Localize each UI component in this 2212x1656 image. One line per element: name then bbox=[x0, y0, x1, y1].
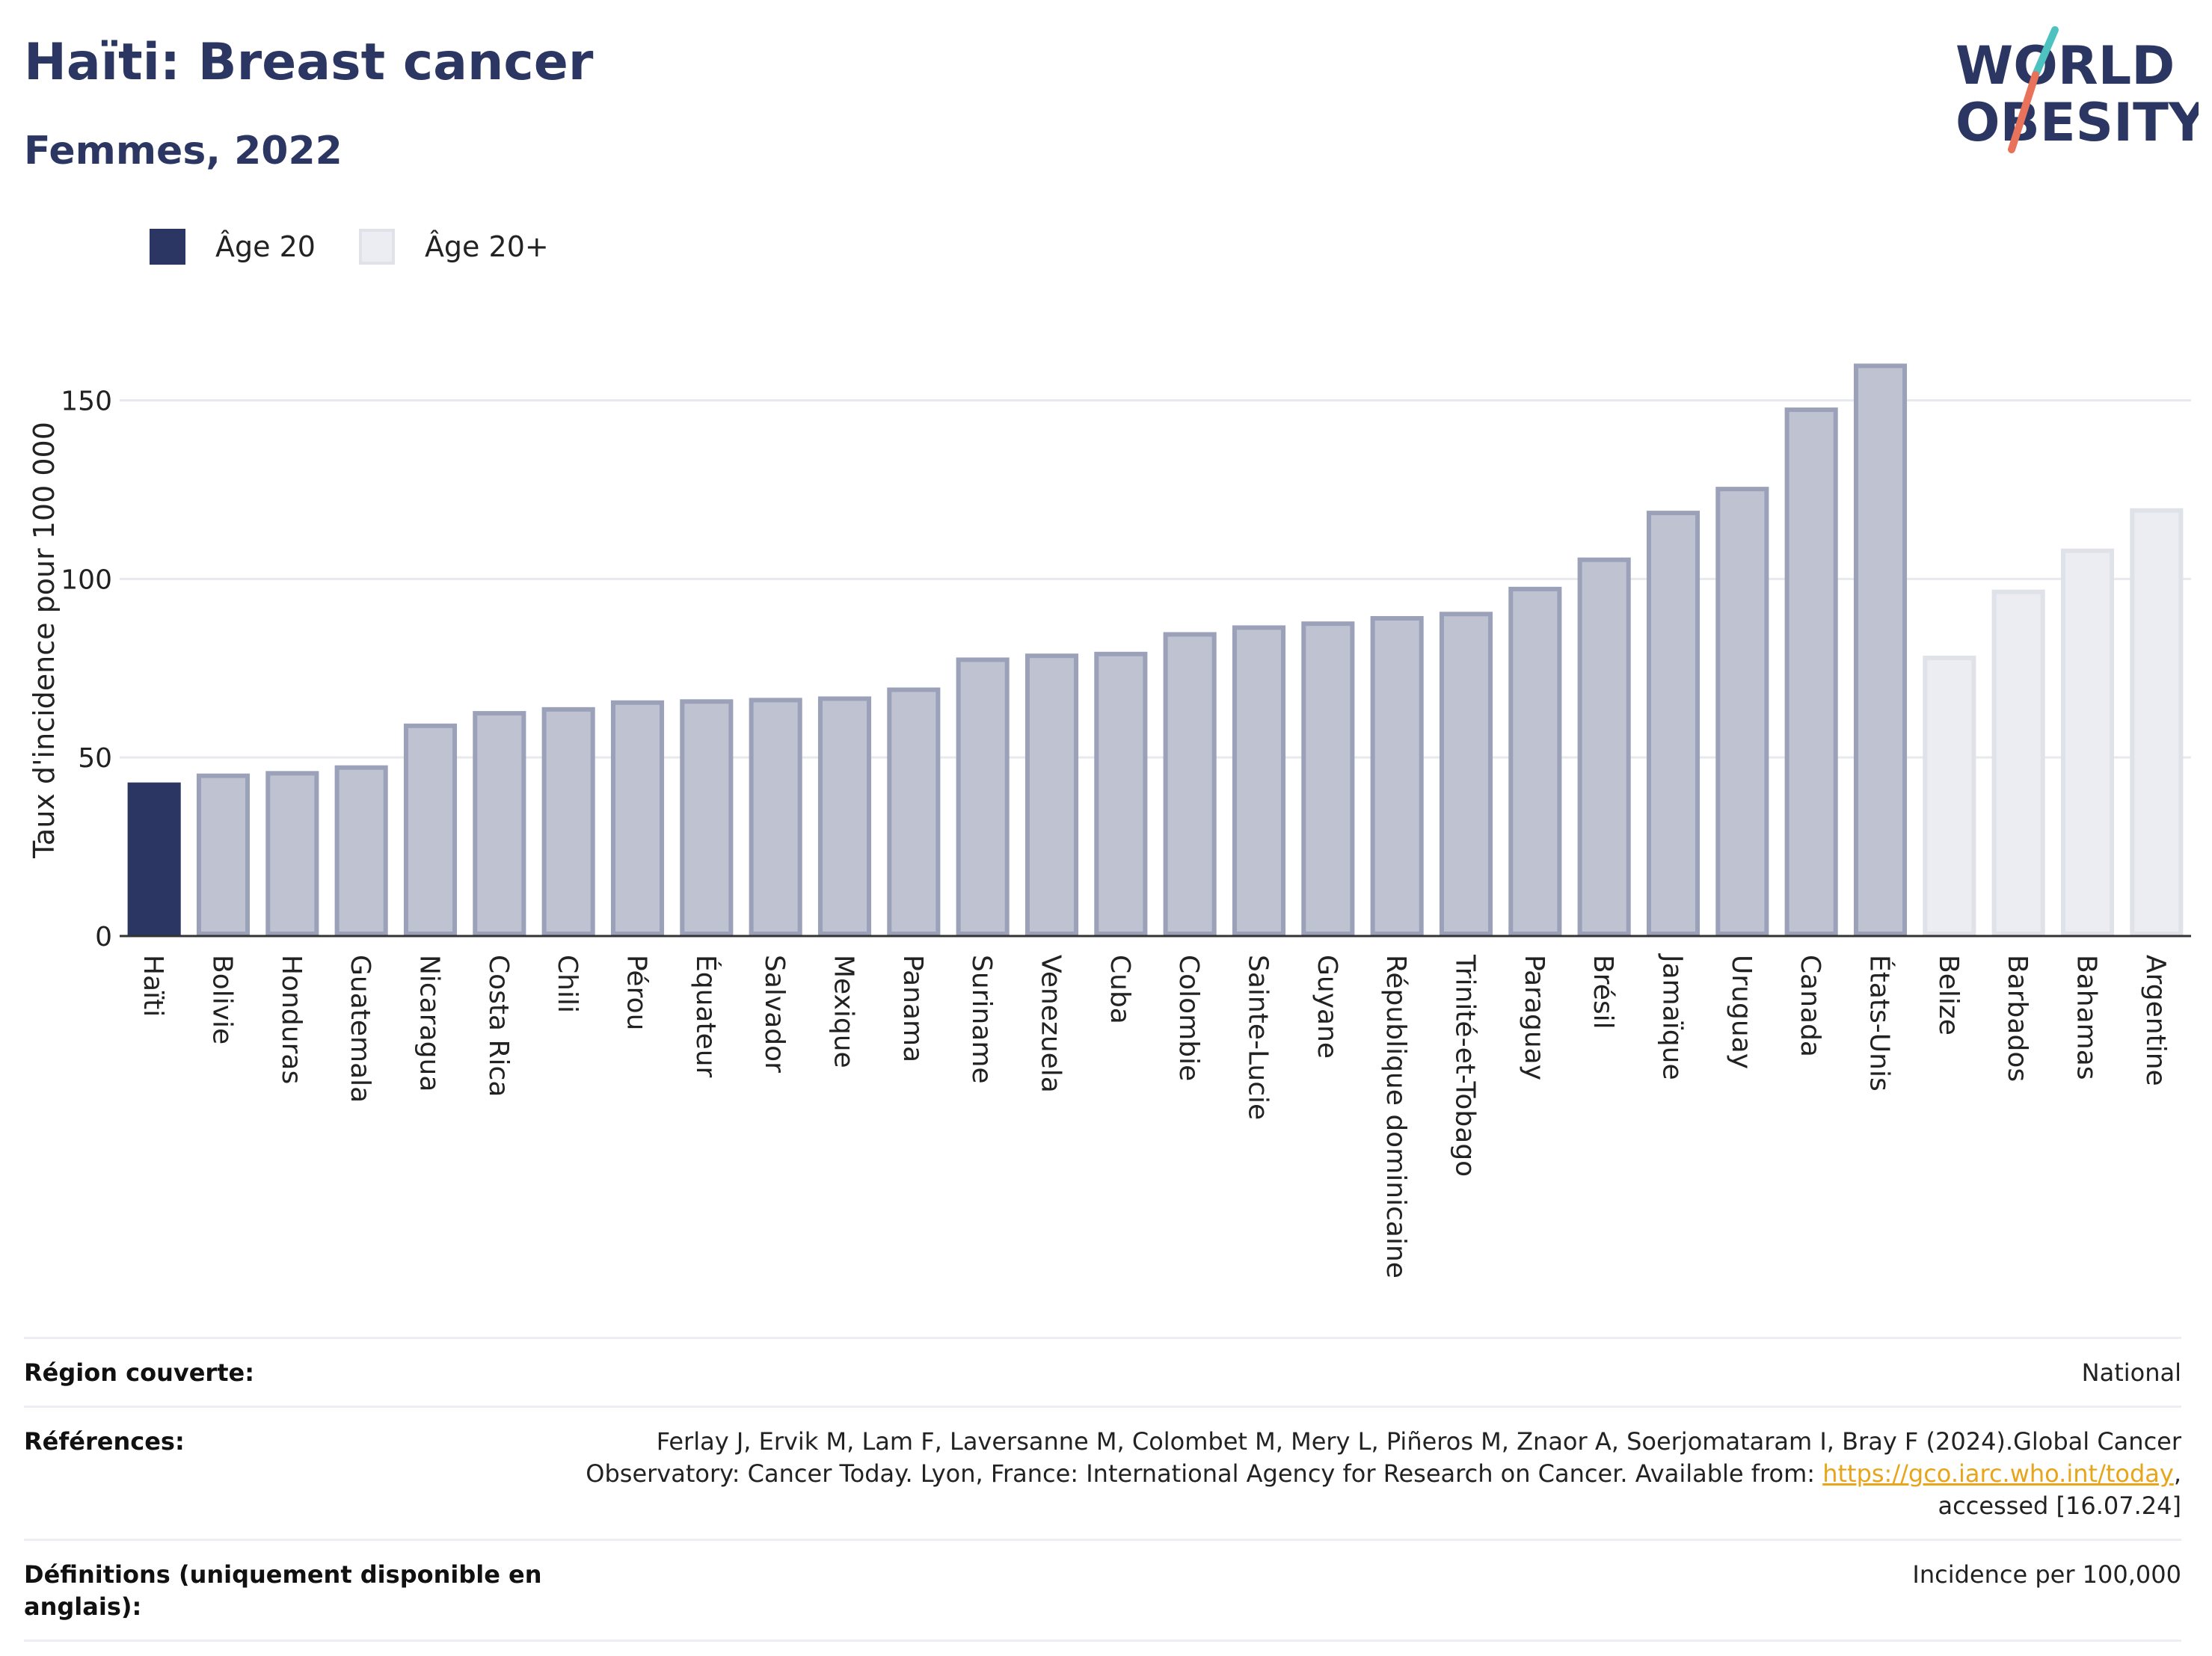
bar bbox=[1301, 621, 1355, 936]
x-tick-label: Venezuela bbox=[1036, 955, 1066, 1093]
region-value: National bbox=[2081, 1358, 2181, 1387]
bar bbox=[334, 765, 388, 936]
logo-line-2: OBESITY bbox=[1956, 92, 2199, 153]
definitions-value: Incidence per 100,000 bbox=[1912, 1560, 2181, 1589]
logo-line-1: WORLD bbox=[1956, 35, 2175, 96]
x-tick-label: Salvador bbox=[759, 955, 790, 1073]
world-obesity-logo: WORLD OBESITY bbox=[1956, 26, 2199, 153]
bar bbox=[1646, 511, 1701, 936]
bar bbox=[1784, 407, 1838, 937]
x-tick-label: Canada bbox=[1795, 955, 1825, 1057]
x-tick-label: Bolivie bbox=[207, 955, 238, 1044]
x-tick-label: Belize bbox=[1933, 955, 1964, 1035]
chart-legend: Âge 20 Âge 20+ bbox=[150, 224, 592, 269]
bar bbox=[403, 723, 458, 936]
x-tick-label: Guyane bbox=[1312, 955, 1342, 1059]
info-row-region: Région couverte: National bbox=[24, 1337, 2181, 1406]
info-row-references: Références: Ferlay J, Ervik M, Lam F, La… bbox=[24, 1406, 2181, 1539]
legend-swatch-age-20 bbox=[150, 229, 185, 265]
references-line-2: Observatory: Cancer Today. Lyon, France:… bbox=[586, 1459, 1816, 1488]
bar bbox=[1991, 589, 2045, 936]
legend-label-age-20-plus: Âge 20+ bbox=[424, 230, 549, 263]
legend-label-age-20: Âge 20 bbox=[215, 230, 316, 263]
bar bbox=[1163, 632, 1217, 936]
info-table: Région couverte: National Références: Fe… bbox=[24, 1337, 2181, 1642]
x-tick-label: Colombie bbox=[1173, 955, 1204, 1081]
references-line-3: accessed [16.07.24] bbox=[1938, 1492, 2181, 1520]
x-tick-label: Cuba bbox=[1105, 955, 1135, 1024]
bar bbox=[2130, 508, 2184, 936]
x-tick-label: Chili bbox=[552, 955, 583, 1013]
y-tick-label: 50 bbox=[78, 743, 112, 774]
bar bbox=[956, 657, 1010, 936]
bar bbox=[1715, 487, 1769, 936]
bar bbox=[541, 707, 595, 936]
bar bbox=[1508, 586, 1562, 936]
bar bbox=[749, 698, 802, 936]
bar bbox=[1232, 625, 1286, 936]
y-axis-label: Taux d'incidence pour 100 000 bbox=[28, 422, 61, 859]
region-label: Région couverte: bbox=[24, 1358, 254, 1387]
bar bbox=[1439, 612, 1493, 936]
bar bbox=[1094, 651, 1148, 936]
bar bbox=[1370, 616, 1424, 936]
references-link[interactable]: https://gco.iarc.who.int/today bbox=[1822, 1459, 2174, 1488]
bar bbox=[1853, 363, 1908, 936]
x-tick-label: Paraguay bbox=[1519, 955, 1549, 1080]
references-line-1: Ferlay J, Ervik M, Lam F, Laversanne M, … bbox=[656, 1427, 2181, 1456]
bar bbox=[196, 773, 251, 936]
chart-subtitle: Femmes, 2022 bbox=[24, 129, 342, 173]
bar bbox=[1577, 557, 1631, 936]
x-tick-label: Trinité-et-Tobago bbox=[1450, 954, 1481, 1177]
x-tick-label: Haïti bbox=[138, 955, 168, 1017]
references-label: Références: bbox=[24, 1427, 185, 1456]
x-tick-label: Brésil bbox=[1588, 955, 1618, 1029]
x-tick-label: États-Unis bbox=[1864, 955, 1896, 1092]
x-tick-label: Nicaragua bbox=[414, 955, 445, 1092]
x-tick-label: Barbados bbox=[2002, 955, 2033, 1082]
x-tick-label: Panama bbox=[897, 955, 928, 1062]
bar bbox=[1923, 656, 1976, 936]
y-tick-label: 0 bbox=[95, 922, 112, 952]
x-tick-label: Honduras bbox=[276, 955, 307, 1084]
legend-item-age-20-plus[interactable]: Âge 20+ bbox=[358, 229, 549, 265]
x-tick-label: Uruguay bbox=[1726, 955, 1757, 1069]
bar bbox=[887, 687, 941, 936]
y-tick-label: 100 bbox=[61, 564, 112, 595]
x-tick-label: Mexique bbox=[829, 955, 859, 1068]
bar bbox=[127, 782, 181, 936]
bar bbox=[1024, 653, 1079, 936]
x-tick-label: Argentine bbox=[2140, 955, 2171, 1086]
bar bbox=[265, 771, 319, 937]
bar bbox=[817, 696, 872, 937]
x-tick-label: Guatemala bbox=[345, 955, 375, 1103]
bar bbox=[2060, 548, 2115, 936]
x-tick-label: Pérou bbox=[621, 955, 652, 1030]
references-value: Ferlay J, Ervik M, Lam F, Laversanne M, … bbox=[586, 1427, 2181, 1520]
x-tick-label: Suriname bbox=[966, 955, 997, 1084]
bar bbox=[473, 711, 526, 936]
chart-title: Haïti: Breast cancer bbox=[24, 33, 594, 92]
x-tick-label: Costa Rica bbox=[483, 955, 514, 1097]
bar bbox=[610, 700, 665, 936]
legend-swatch-age-20-plus bbox=[358, 229, 395, 265]
x-tick-label: Jamaïque bbox=[1657, 953, 1688, 1080]
x-tick-label: Sainte-Lucie bbox=[1243, 955, 1274, 1120]
logo-slash-coral bbox=[2008, 71, 2039, 153]
bar bbox=[680, 699, 734, 936]
y-tick-label: 150 bbox=[61, 387, 112, 417]
x-tick-label: Équateur bbox=[690, 955, 722, 1078]
definitions-label: Définitions (uniquement disponible en an… bbox=[24, 1560, 542, 1621]
logo-slash-teal bbox=[2032, 26, 2059, 79]
legend-item-age-20[interactable]: Âge 20 bbox=[150, 229, 316, 265]
x-tick-label: République dominicaine bbox=[1380, 955, 1411, 1278]
x-tick-label: Bahamas bbox=[2071, 955, 2102, 1080]
info-row-definitions: Définitions (uniquement disponible en an… bbox=[24, 1539, 2181, 1642]
